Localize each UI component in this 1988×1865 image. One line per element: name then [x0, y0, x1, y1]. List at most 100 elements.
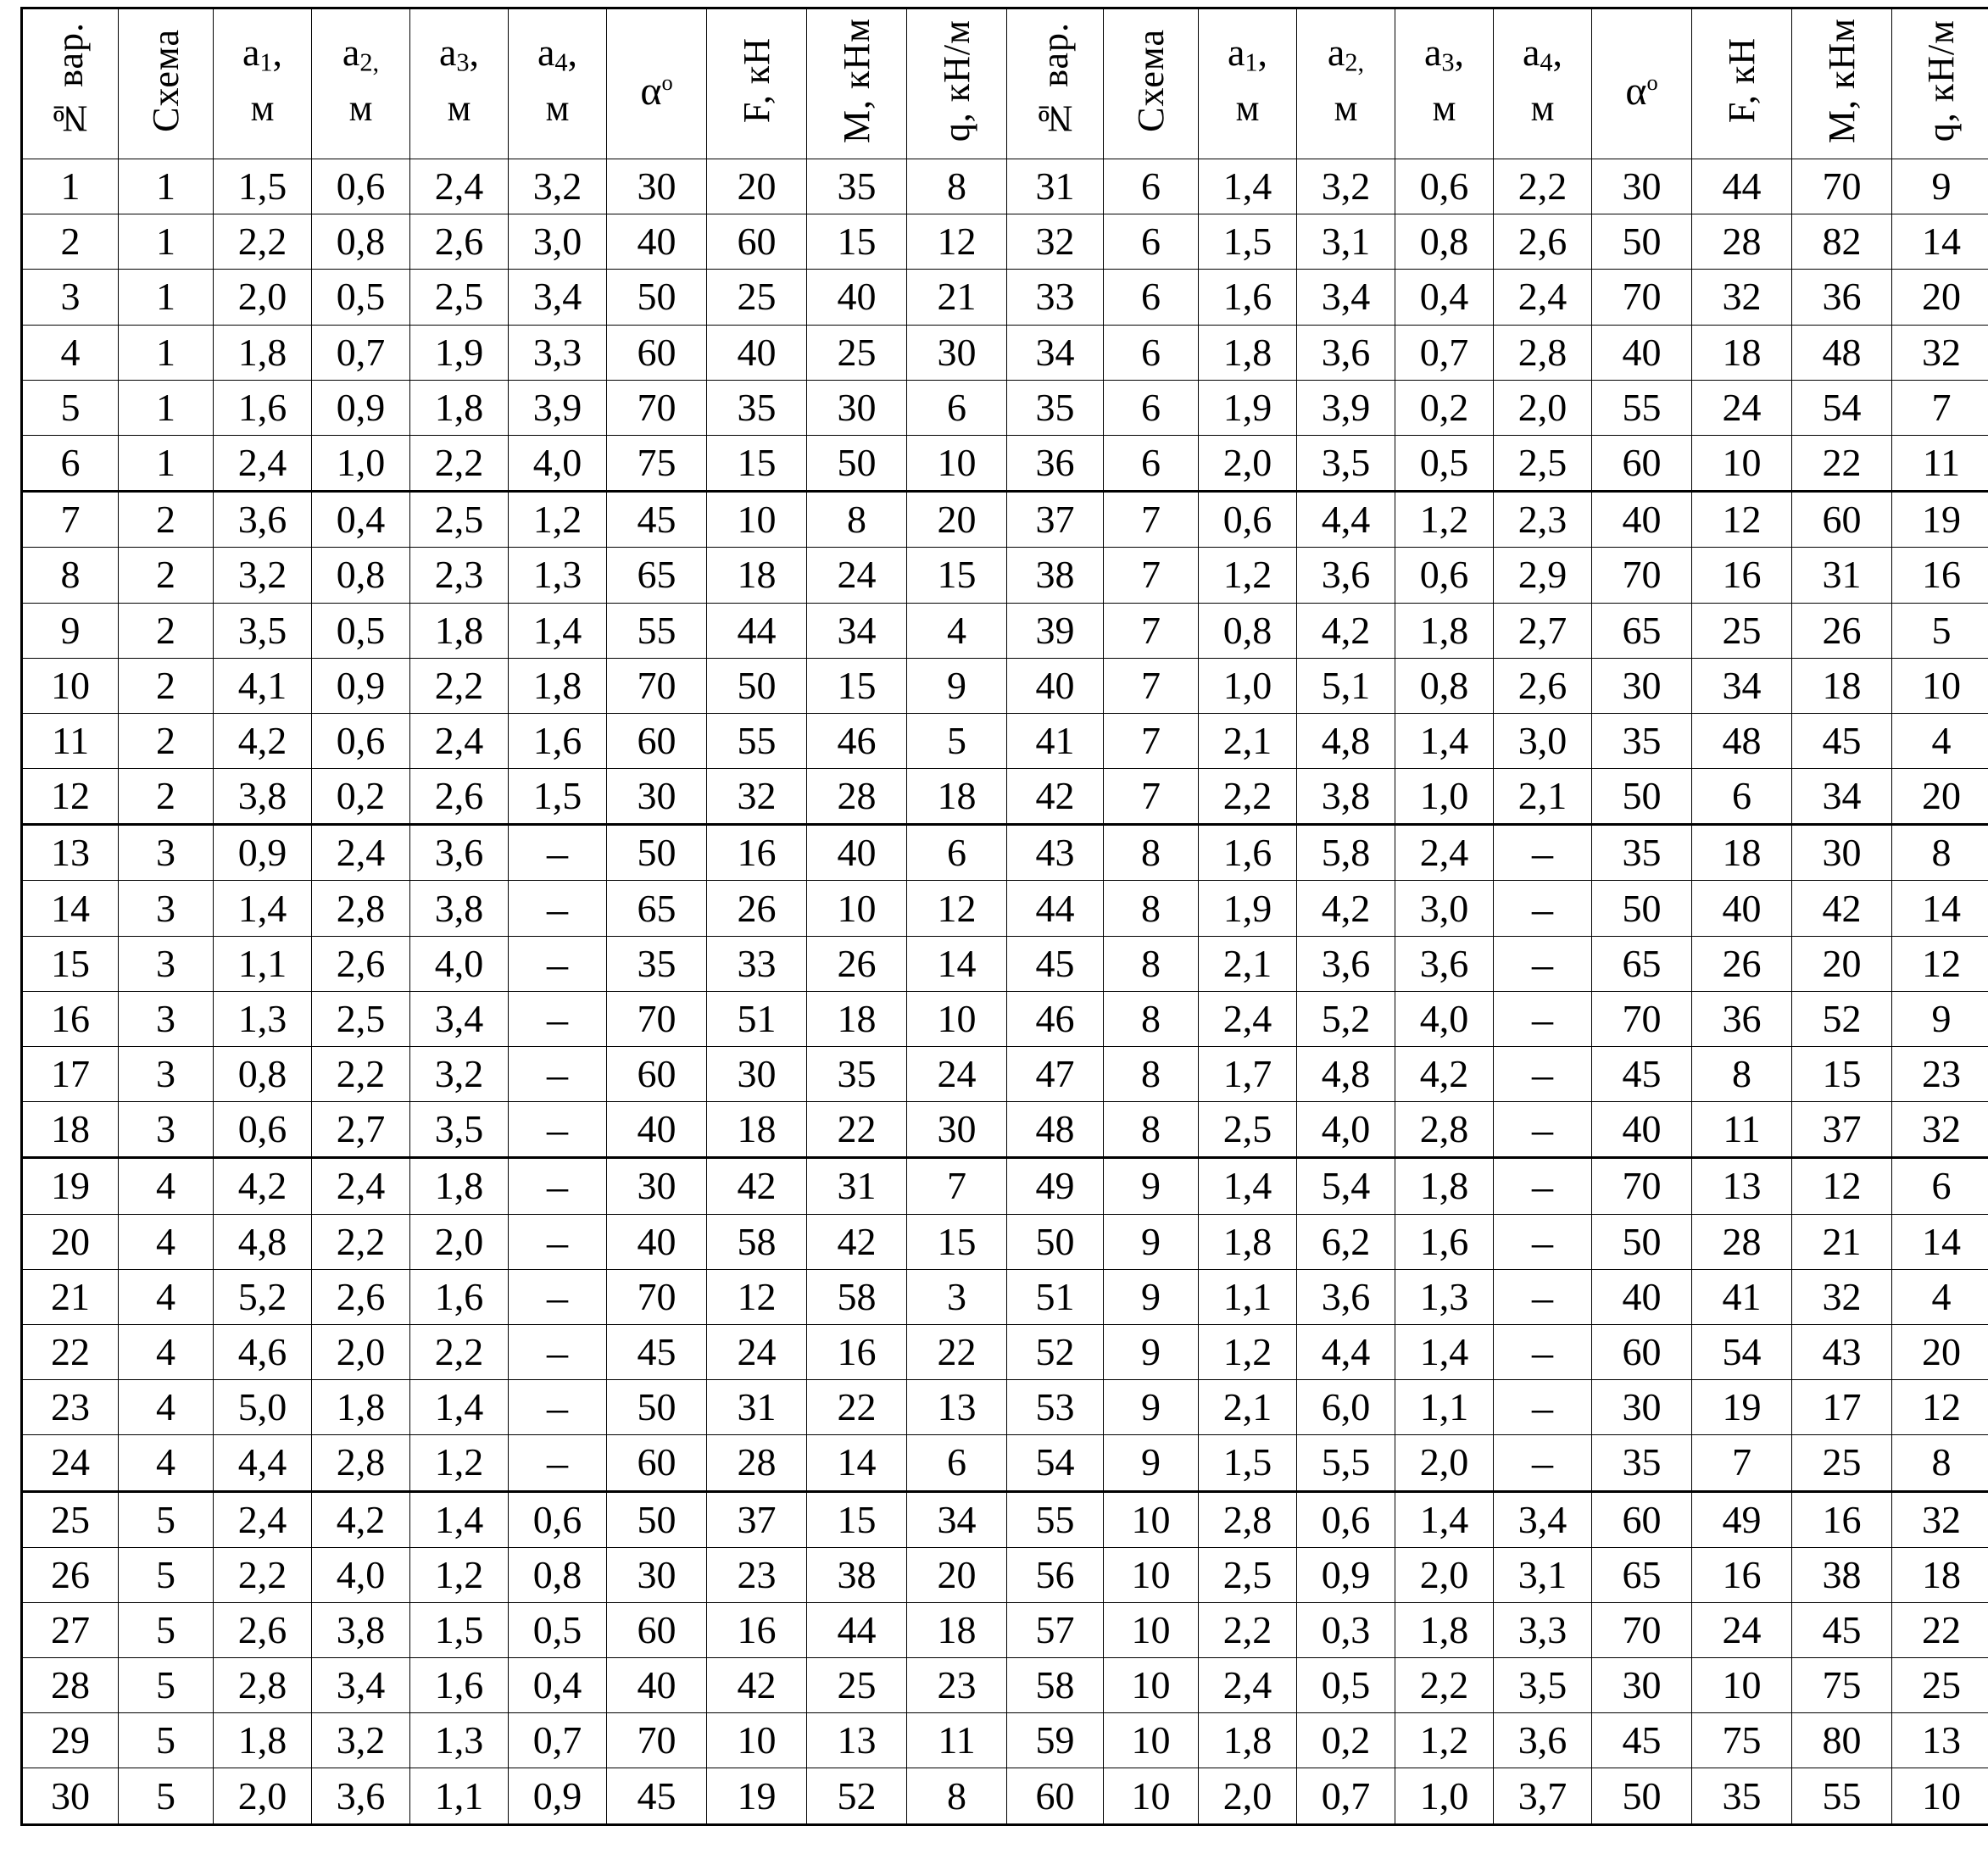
- cell-left-scheme: 4: [118, 1213, 214, 1270]
- cell-right-a1: 2,2: [1198, 1601, 1297, 1659]
- cell-left-a4: 3,2: [508, 158, 607, 215]
- cell-right-num: 57: [1006, 1601, 1104, 1659]
- cell-left-F: 58: [706, 1213, 807, 1270]
- cell-left-q: 5: [906, 712, 1007, 770]
- cell-right-a1: 2,1: [1198, 712, 1297, 770]
- cell-right-num: 43: [1006, 824, 1104, 882]
- cell-right-scheme: 9: [1103, 1323, 1199, 1381]
- cell-left-a2: 4,2: [311, 1490, 410, 1548]
- cell-left-F: 32: [706, 768, 807, 827]
- cell-left-scheme: 2: [118, 602, 214, 659]
- cell-right-F: 32: [1691, 269, 1792, 326]
- cell-right-scheme: 7: [1103, 712, 1199, 770]
- cell-right-alpha: 50: [1591, 1213, 1692, 1270]
- cell-right-alpha: 30: [1591, 158, 1692, 215]
- cell-right-num: 46: [1006, 990, 1104, 1048]
- cell-left-a2: 0,8: [311, 214, 410, 270]
- cell-left-q: 23: [906, 1657, 1007, 1714]
- cell-right-a1: 1,8: [1198, 1213, 1297, 1270]
- header-q-right: q, кН/м: [1891, 8, 1988, 159]
- cell-right-M: 37: [1791, 1101, 1892, 1160]
- cell-right-F: 75: [1691, 1712, 1792, 1769]
- cell-left-a2: 2,8: [311, 880, 410, 937]
- cell-right-scheme: 8: [1103, 990, 1199, 1048]
- cell-left-q: 12: [906, 214, 1007, 270]
- cell-right-scheme: 6: [1103, 269, 1199, 326]
- cell-left-M: 15: [806, 214, 907, 270]
- cell-right-a1: 2,0: [1198, 1768, 1297, 1826]
- cell-left-a4: 3,3: [508, 324, 607, 381]
- cell-right-a1: 1,9: [1198, 880, 1297, 937]
- cell-left-F: 42: [706, 1657, 807, 1714]
- cell-right-M: 42: [1791, 880, 1892, 937]
- cell-right-a1: 2,8: [1198, 1490, 1297, 1548]
- cell-right-a1: 1,4: [1198, 158, 1297, 215]
- cell-right-F: 36: [1691, 990, 1792, 1048]
- cell-left-scheme: 5: [118, 1546, 214, 1603]
- cell-right-num: 42: [1006, 768, 1104, 827]
- cell-left-num: 23: [21, 1379, 119, 1436]
- cell-right-alpha: 50: [1591, 1768, 1692, 1826]
- cell-left-a2: 0,9: [311, 379, 410, 436]
- cell-right-scheme: 9: [1103, 1434, 1199, 1493]
- cell-left-F: 10: [706, 491, 807, 548]
- cell-right-F: 18: [1691, 324, 1792, 381]
- cell-left-num: 2: [21, 214, 119, 270]
- cell-left-num: 20: [21, 1213, 119, 1270]
- cell-right-alpha: 65: [1591, 935, 1692, 992]
- table-row: 6 1 2,4 1,0 2,2 4,0 75 15 50 10 36 6 2,0 3,5 0,5 2,5 60 1…: [21, 434, 1988, 493]
- cell-right-q: 6: [1891, 1157, 1988, 1215]
- cell-left-scheme: 1: [118, 434, 214, 493]
- cell-left-num: 19: [21, 1157, 119, 1215]
- cell-left-a2: 0,6: [311, 158, 410, 215]
- cell-right-a2: 5,5: [1296, 1434, 1395, 1493]
- cell-left-alpha: 30: [606, 158, 707, 215]
- cell-left-q: 15: [906, 1213, 1007, 1270]
- cell-left-scheme: 1: [118, 158, 214, 215]
- cell-right-M: 16: [1791, 1490, 1892, 1548]
- cell-left-F: 15: [706, 434, 807, 493]
- cell-right-q: 14: [1891, 214, 1988, 270]
- cell-left-a3: 2,2: [409, 1323, 509, 1381]
- cell-right-q: 16: [1891, 547, 1988, 604]
- cell-left-scheme: 3: [118, 880, 214, 937]
- cell-left-a3: 2,0: [409, 1213, 509, 1270]
- cell-left-q: 20: [906, 491, 1007, 548]
- cell-left-a1: 2,0: [213, 1768, 312, 1826]
- cell-right-alpha: 50: [1591, 880, 1692, 937]
- cell-left-a4: –: [508, 1101, 607, 1160]
- cell-right-a4: –: [1493, 1434, 1592, 1493]
- cell-left-a4: 1,5: [508, 768, 607, 827]
- cell-right-alpha: 35: [1591, 824, 1692, 882]
- cell-right-a1: 1,8: [1198, 1712, 1297, 1769]
- cell-left-scheme: 2: [118, 547, 214, 604]
- cell-right-a2: 0,9: [1296, 1546, 1395, 1603]
- cell-left-F: 37: [706, 1490, 807, 1548]
- cell-left-M: 52: [806, 1768, 907, 1826]
- cell-left-a4: –: [508, 1434, 607, 1493]
- cell-left-scheme: 4: [118, 1379, 214, 1436]
- cell-right-q: 4: [1891, 1268, 1988, 1325]
- header-alpha-left: αo: [606, 8, 707, 159]
- cell-left-scheme: 5: [118, 1657, 214, 1714]
- cell-right-a4: 2,5: [1493, 434, 1592, 493]
- cell-right-a4: –: [1493, 1045, 1592, 1103]
- table-row: 24 4 4,4 2,8 1,2–60 28 14 6 54 9 1,5 5,5 2,0–35 7 25 8: [21, 1434, 1988, 1493]
- cell-right-scheme: 7: [1103, 491, 1199, 548]
- cell-left-a3: 2,6: [409, 214, 509, 270]
- cell-right-F: 44: [1691, 158, 1792, 215]
- cell-left-q: 30: [906, 1101, 1007, 1160]
- table-row: 9 2 3,5 0,5 1,8 1,4 55 44 34 4 39 7 0,8 4,2 1,8 2,7 65 25…: [21, 602, 1988, 659]
- cell-left-F: 55: [706, 712, 807, 770]
- cell-left-alpha: 45: [606, 491, 707, 548]
- cell-right-a1: 1,5: [1198, 1434, 1297, 1493]
- cell-right-num: 45: [1006, 935, 1104, 992]
- cell-left-F: 31: [706, 1379, 807, 1436]
- cell-left-alpha: 65: [606, 880, 707, 937]
- cell-right-num: 36: [1006, 434, 1104, 493]
- header-a4-left: a4, м: [508, 8, 607, 159]
- cell-left-a4: 0,4: [508, 1657, 607, 1714]
- cell-left-a2: 2,2: [311, 1213, 410, 1270]
- cell-right-a3: 1,4: [1395, 1323, 1494, 1381]
- cell-right-q: 14: [1891, 880, 1988, 937]
